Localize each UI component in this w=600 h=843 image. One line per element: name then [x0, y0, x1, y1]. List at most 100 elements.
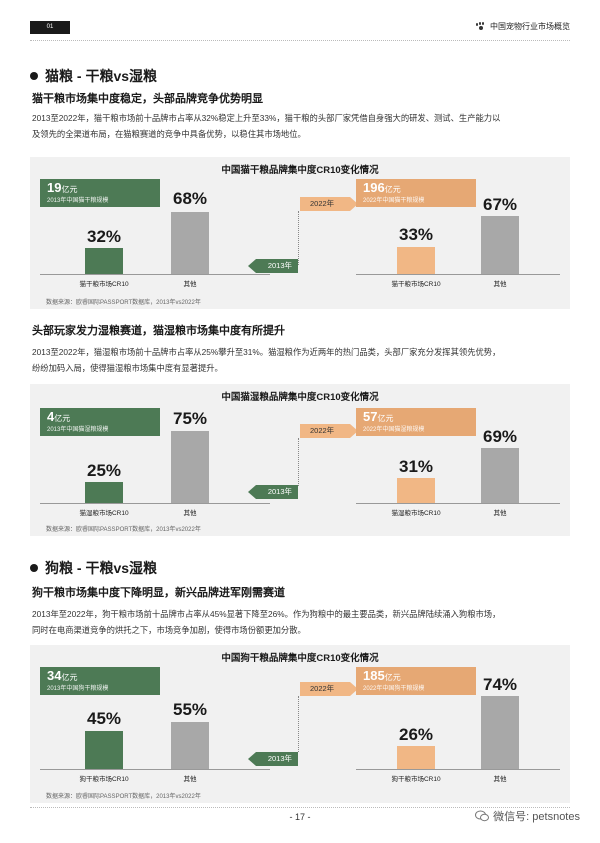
connector	[298, 211, 299, 265]
xlabel-cr10: 猫湿粮市场CR10	[79, 510, 129, 517]
arrow-2013: 2013年	[248, 752, 298, 766]
paragraph-line: 2013年至2022年，狗干粮市场前十品牌市占率从45%显著下降至26%。作为狗…	[32, 609, 501, 619]
chart-title: 中国狗干粮品牌集中度CR10变化情况	[221, 653, 379, 664]
baseline	[40, 769, 270, 770]
xlabel-cr10: 猫干粮市场CR10	[79, 281, 129, 288]
arrow-2013: 2013年	[248, 259, 298, 273]
other-pct-2013: 68%	[172, 189, 208, 208]
data-source: 数据来源：欧睿国际PASSPORT数据库，2013年vs2022年	[46, 300, 201, 306]
xlabel-cr10: 猫湿粮市场CR10	[391, 510, 441, 517]
badge-value: 4	[47, 409, 55, 424]
section-title-text: 猫粮 - 干粮vs湿粮	[45, 68, 158, 84]
connector	[298, 438, 299, 486]
cr10-pct-2022: 31%	[398, 457, 434, 476]
data-source: 数据来源：欧睿国际PASSPORT数据库，2013年vs2022年	[46, 527, 201, 533]
header-divider	[30, 40, 570, 41]
badge-value: 185	[363, 668, 385, 683]
wechat-icon	[475, 810, 490, 822]
size-badge-2022: 185亿元 2022年中国狗干粮规模	[356, 667, 476, 695]
arrow-2022: 2022年	[300, 424, 358, 438]
bar-cr10-2022	[397, 478, 435, 503]
bar-cr10-2013	[85, 248, 123, 274]
bar-other-2022	[481, 216, 519, 274]
bar-other-2013	[171, 431, 209, 503]
paragraph: 2013年至2022年，狗干粮市场前十品牌市占率从45%显著下降至26%。作为狗…	[32, 606, 572, 638]
other-pct-2022: 67%	[482, 195, 518, 214]
paragraph-line: 2013至2022年，猫干粮市场前十品牌市占率从32%稳定上升至33%，猫干粮的…	[32, 113, 501, 123]
cr10-pct-2013: 25%	[86, 461, 122, 480]
chart-panel-cat-dry: 中国猫干粮品牌集中度CR10变化情况 19亿元 2013年中国猫干粮规模 32%…	[30, 157, 570, 309]
paragraph-line: 纷纷加码入局，使得猫湿粮市场集中度有显著提升。	[32, 363, 223, 373]
xlabel-other: 其他	[493, 281, 507, 288]
size-badge-2022: 196亿元 2022年中国猫干粮规模	[356, 179, 476, 207]
connector	[298, 696, 299, 752]
paragraph: 2013至2022年，猫干粮市场前十品牌市占率从32%稳定上升至33%，猫干粮的…	[32, 110, 572, 142]
section-title-dog: 狗粮 - 干粮vs湿粮	[30, 558, 157, 578]
xlabel-cr10: 狗干粮市场CR10	[79, 776, 129, 783]
xlabel-other: 其他	[183, 281, 197, 288]
bar-other-2022	[481, 696, 519, 769]
subsection-heading: 狗干粮市场集中度下降明显，新兴品牌进军刚需赛道	[32, 587, 285, 599]
wechat-watermark: 微信号: petsnotes	[475, 808, 580, 824]
bullet-dot	[30, 72, 38, 80]
bullet-dot	[30, 564, 38, 572]
other-pct-2022: 69%	[482, 427, 518, 446]
page-tag: 01	[30, 21, 70, 34]
chart-title: 中国猫湿粮品牌集中度CR10变化情况	[221, 392, 379, 403]
data-source: 数据来源：欧睿国际PASSPORT数据库，2013年vs2022年	[46, 794, 201, 800]
badge-value: 19	[47, 180, 62, 195]
arrow-2013: 2013年	[248, 485, 298, 499]
cr10-pct-2013: 32%	[86, 227, 122, 246]
size-badge-2013: 34亿元 2013年中国狗干粮规模	[40, 667, 160, 695]
baseline	[356, 274, 560, 275]
bar-cr10-2013	[85, 482, 123, 503]
xlabel-cr10: 猫干粮市场CR10	[391, 281, 441, 288]
chart-panel-cat-wet: 中国猫湿粮品牌集中度CR10变化情况 4亿元 2013年中国猫湿粮规模 25% …	[30, 384, 570, 536]
chart-panel-dog-dry: 中国狗干粮品牌集中度CR10变化情况 34亿元 2013年中国狗干粮规模 45%…	[30, 645, 570, 803]
paw-icon	[476, 22, 485, 31]
baseline	[40, 274, 270, 275]
bar-other-2022	[481, 448, 519, 503]
header-title: 中国宠物行业市场概览	[490, 22, 570, 31]
badge-subtitle: 2013年中国猫干粮规模	[47, 198, 109, 204]
arrow-2022: 2022年	[300, 682, 358, 696]
xlabel-other: 其他	[183, 510, 197, 517]
xlabel-other: 其他	[493, 510, 507, 517]
subsection-heading: 头部玩家发力湿粮赛道，猫湿粮市场集中度有所提升	[32, 325, 285, 337]
baseline	[356, 769, 560, 770]
paragraph: 2013至2022年，猫湿粮市场前十品牌市占率从25%攀升至31%。猫湿粮作为近…	[32, 344, 572, 376]
cr10-pct-2022: 26%	[398, 725, 434, 744]
header-title-group: 中国宠物行业市场概览	[476, 21, 570, 32]
badge-subtitle: 2013年中国猫湿粮规模	[47, 427, 109, 433]
paragraph-line: 2013至2022年，猫湿粮市场前十品牌市占率从25%攀升至31%。猫湿粮作为近…	[32, 347, 501, 357]
subsection-heading: 猫干粮市场集中度稳定，头部品牌竞争优势明显	[32, 93, 263, 105]
paragraph-line: 同时在电商渠道竞争的烘托之下，市场竞争加剧，使得市场份额更加分散。	[32, 625, 306, 635]
xlabel-other: 其他	[183, 776, 197, 783]
badge-unit: 亿元	[61, 673, 78, 682]
section-title-text: 狗粮 - 干粮vs湿粮	[45, 560, 158, 576]
footer-divider	[30, 807, 570, 808]
badge-subtitle: 2013年中国狗干粮规模	[47, 686, 109, 692]
other-pct-2013: 55%	[172, 700, 208, 719]
page-number: - 17 -	[289, 812, 311, 822]
chart-title: 中国猫干粮品牌集中度CR10变化情况	[221, 165, 379, 176]
badge-unit: 亿元	[61, 185, 78, 194]
bar-other-2013	[171, 212, 209, 274]
xlabel-other: 其他	[493, 776, 507, 783]
badge-subtitle: 2022年中国猫干粮规模	[363, 198, 425, 204]
badge-value: 34	[47, 668, 62, 683]
badge-value: 196	[363, 180, 385, 195]
section-title-cat: 猫粮 - 干粮vs湿粮	[30, 66, 157, 86]
other-pct-2013: 75%	[172, 409, 208, 428]
size-badge-2013: 19亿元 2013年中国猫干粮规模	[40, 179, 160, 207]
bar-cr10-2022	[397, 247, 435, 274]
badge-unit: 亿元	[54, 414, 71, 423]
size-badge-2022: 57亿元 2022年中国猫湿粮规模	[356, 408, 476, 436]
badge-unit: 亿元	[377, 414, 394, 423]
baseline	[356, 503, 560, 504]
badge-subtitle: 2022年中国狗干粮规模	[363, 686, 425, 692]
badge-value: 57	[363, 409, 378, 424]
badge-unit: 亿元	[384, 673, 401, 682]
badge-subtitle: 2022年中国猫湿粮规模	[363, 427, 425, 433]
size-badge-2013: 4亿元 2013年中国猫湿粮规模	[40, 408, 160, 436]
